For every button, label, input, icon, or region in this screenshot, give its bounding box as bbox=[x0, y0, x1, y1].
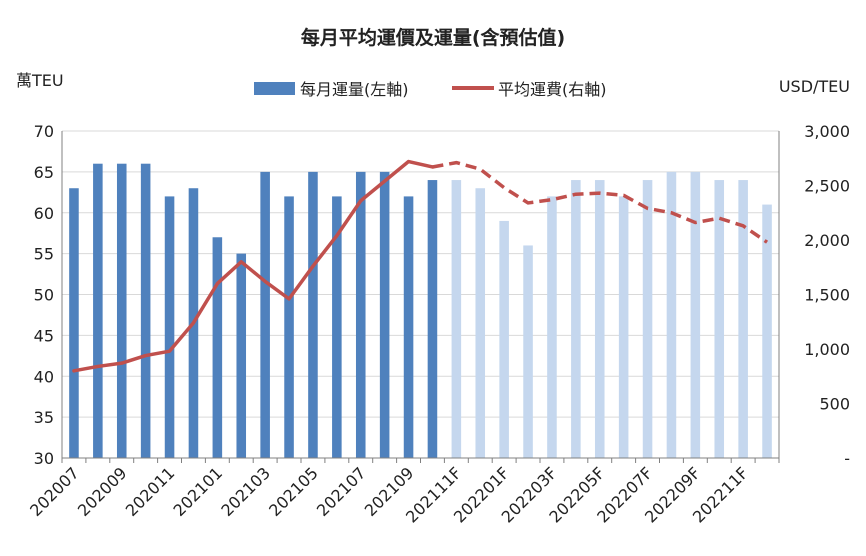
x-tick-label: 202007 bbox=[26, 463, 83, 520]
bar bbox=[69, 188, 79, 459]
bar-forecast bbox=[547, 196, 557, 458]
bar bbox=[260, 171, 270, 459]
line-forecast bbox=[432, 160, 769, 244]
chart-title: 每月平均運價及運量(含預估值) bbox=[301, 26, 565, 49]
bar-forecast bbox=[666, 171, 677, 459]
bar-forecast bbox=[642, 180, 653, 459]
right-tick-label: 1,500 bbox=[804, 286, 850, 305]
legend-label-line: 平均運費(右軸) bbox=[498, 80, 607, 99]
x-tick-labels: 2020072020092020112021012021032021052021… bbox=[26, 463, 752, 526]
x-tick-label: 202107 bbox=[313, 463, 370, 520]
line-actual bbox=[72, 159, 435, 373]
left-tick-label: 55 bbox=[34, 245, 54, 264]
left-tick-label: 65 bbox=[34, 163, 54, 182]
right-tick-labels: - 500 1,000 1,500 2,000 2,500 3,000 bbox=[804, 122, 850, 468]
bar-series bbox=[69, 163, 772, 459]
bar-forecast bbox=[499, 220, 509, 458]
bar-forecast bbox=[690, 171, 701, 459]
legend: 每月運量(左軸) 平均運費(右軸) bbox=[254, 80, 607, 99]
right-tick-label: 500 bbox=[819, 395, 850, 414]
right-tick-label: 1,000 bbox=[804, 340, 850, 359]
right-tick-label: - bbox=[844, 449, 850, 468]
right-tick-label: 3,000 bbox=[804, 122, 850, 141]
x-tick-label: 202101 bbox=[170, 463, 227, 520]
bar-forecast bbox=[594, 180, 605, 459]
bar-forecast bbox=[571, 180, 581, 459]
left-tick-label: 70 bbox=[34, 122, 54, 141]
bar bbox=[332, 196, 342, 458]
axes bbox=[61, 131, 780, 463]
bar bbox=[427, 180, 438, 459]
right-axis-label: USD/TEU bbox=[779, 77, 850, 96]
bar-forecast bbox=[738, 180, 748, 459]
bar bbox=[164, 196, 175, 458]
legend-label-bar: 每月運量(左軸) bbox=[300, 80, 409, 99]
bar bbox=[403, 196, 414, 458]
bar bbox=[379, 171, 390, 459]
bar bbox=[212, 237, 223, 458]
left-tick-label: 30 bbox=[34, 449, 54, 468]
left-tick-label: 60 bbox=[34, 204, 54, 223]
bar-forecast bbox=[451, 180, 462, 459]
bar bbox=[140, 163, 151, 458]
legend-swatch-bar bbox=[254, 82, 295, 95]
bar bbox=[116, 163, 127, 458]
bar-forecast bbox=[475, 188, 486, 459]
x-tick-label: 202105 bbox=[265, 463, 322, 520]
x-tick-label: 202009 bbox=[74, 463, 131, 520]
bar bbox=[284, 196, 294, 458]
bar bbox=[308, 171, 318, 459]
left-tick-labels: 30 35 40 45 50 55 60 65 70 bbox=[34, 122, 54, 468]
x-tick-label: 202103 bbox=[217, 463, 274, 520]
bar-forecast bbox=[714, 180, 725, 459]
bar bbox=[355, 171, 366, 459]
bar bbox=[236, 253, 247, 459]
left-tick-label: 50 bbox=[34, 286, 54, 305]
x-tick-label: 202011 bbox=[122, 463, 179, 520]
bar-forecast bbox=[618, 196, 629, 458]
bar-forecast bbox=[523, 245, 533, 458]
left-tick-label: 40 bbox=[34, 367, 54, 386]
right-tick-label: 2,500 bbox=[804, 177, 850, 196]
left-axis-label: 萬TEU bbox=[16, 71, 64, 90]
left-tick-label: 35 bbox=[34, 408, 54, 427]
bar bbox=[93, 163, 103, 458]
line-series bbox=[72, 159, 769, 373]
left-tick-label: 45 bbox=[34, 326, 54, 345]
right-tick-label: 2,000 bbox=[804, 231, 850, 250]
bar-forecast bbox=[762, 204, 772, 458]
